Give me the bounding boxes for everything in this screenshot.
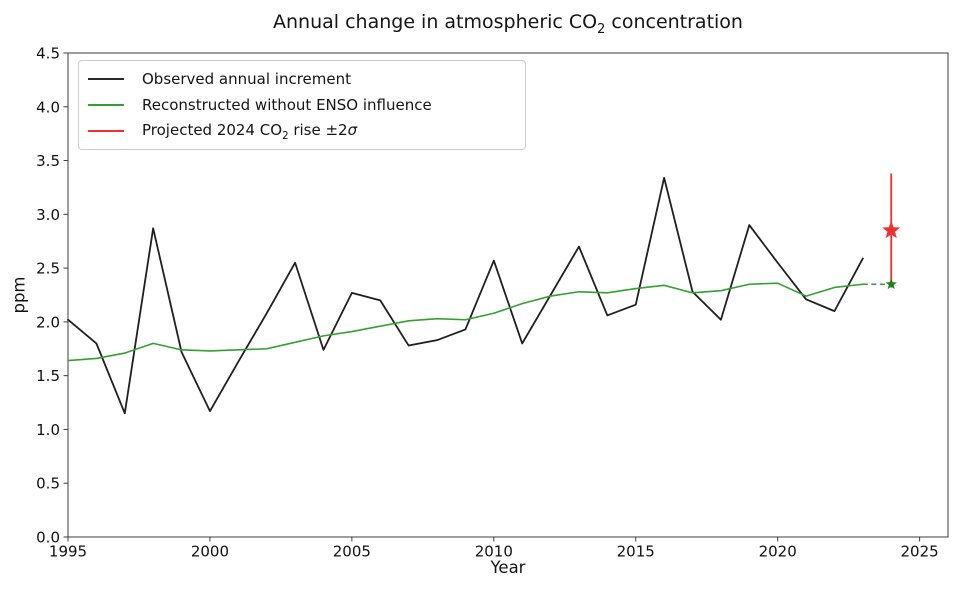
x-tick-label: 2000 <box>191 543 229 561</box>
y-axis-label: ppm <box>9 276 29 314</box>
chart-title: Annual change in atmospheric CO2 concent… <box>68 11 948 37</box>
x-axis-label: Year <box>490 558 526 577</box>
legend-label-reconstructed: Reconstructed without ENSO influence <box>142 96 432 114</box>
y-tick-label: 2.5 <box>36 260 60 278</box>
chart-title-subscript: 2 <box>597 21 606 37</box>
y-tick-label: 3.0 <box>36 206 60 224</box>
x-tick-label: 2010 <box>475 543 513 561</box>
legend-item-reconstructed: Reconstructed without ENSO influence <box>88 92 517 118</box>
y-tick-label: 3.5 <box>36 152 60 170</box>
x-tick-label: 2015 <box>617 543 655 561</box>
legend-item-observed: Observed annual increment <box>88 66 517 92</box>
legend-label-observed: Observed annual increment <box>142 70 351 88</box>
projected-line-swatch <box>88 130 124 132</box>
legend: Observed annual increment Reconstructed … <box>78 60 526 150</box>
x-tick-label: 2020 <box>759 543 797 561</box>
reconstructed-line-swatch <box>88 104 124 106</box>
x-tick-label: 1995 <box>49 543 87 561</box>
observed-annual-increment-line <box>67 176 864 415</box>
projected-2024-red-star-marker <box>882 220 901 239</box>
x-tick-label: 2025 <box>901 543 939 561</box>
legend-projected-text: Projected 2024 CO <box>142 120 283 139</box>
legend-projected-text-mid: rise ±2 <box>288 120 348 139</box>
reconstructed-without-enso-line <box>67 282 864 362</box>
y-tick-label: 4.0 <box>36 98 60 116</box>
chart-title-text-end: concentration <box>605 11 743 33</box>
plot-frame <box>67 52 949 538</box>
y-tick-label: 4.5 <box>36 45 60 63</box>
chart-title-text: Annual change in atmospheric CO <box>273 11 598 33</box>
y-tick-label: 1.0 <box>36 421 60 439</box>
y-tick-label: 1.5 <box>36 367 60 385</box>
legend-projected-subscript: 2 <box>282 130 289 142</box>
y-tick-label: 2.0 <box>36 313 60 331</box>
y-tick-label: 0.0 <box>36 529 60 547</box>
legend-label-projected: Projected 2024 CO2 rise ±2σ <box>142 121 357 142</box>
y-tick-label: 0.5 <box>36 475 60 493</box>
legend-item-projected: Projected 2024 CO2 rise ±2σ <box>88 118 517 144</box>
observed-line-swatch <box>88 78 124 80</box>
x-tick-label: 2005 <box>333 543 371 561</box>
legend-projected-sigma: σ <box>347 120 358 139</box>
reconstructed-2024-green-star-marker <box>885 278 897 290</box>
